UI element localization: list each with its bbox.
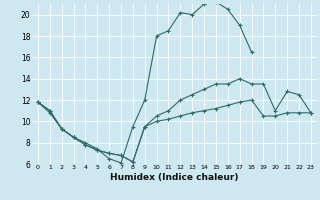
X-axis label: Humidex (Indice chaleur): Humidex (Indice chaleur)	[110, 173, 239, 182]
